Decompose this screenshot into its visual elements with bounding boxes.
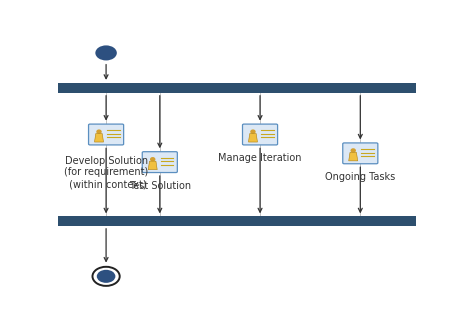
Ellipse shape [96, 129, 102, 134]
Polygon shape [249, 134, 257, 142]
Circle shape [97, 270, 116, 283]
Text: Develop Solution
(for requirement)
 (within context): Develop Solution (for requirement) (with… [64, 156, 148, 189]
Circle shape [92, 267, 120, 286]
Text: Test Solution: Test Solution [129, 181, 191, 191]
Text: Manage Iteration: Manage Iteration [219, 153, 302, 163]
FancyBboxPatch shape [142, 152, 177, 172]
Bar [58, 216, 416, 226]
FancyBboxPatch shape [89, 124, 124, 145]
Text: Ongoing Tasks: Ongoing Tasks [325, 172, 395, 182]
Polygon shape [95, 134, 103, 142]
Ellipse shape [351, 148, 356, 153]
Polygon shape [349, 152, 358, 161]
Bar [58, 83, 416, 93]
FancyBboxPatch shape [243, 124, 278, 145]
FancyBboxPatch shape [343, 143, 378, 164]
Circle shape [95, 45, 117, 60]
Ellipse shape [150, 157, 155, 162]
Ellipse shape [250, 129, 255, 134]
Polygon shape [148, 161, 157, 170]
